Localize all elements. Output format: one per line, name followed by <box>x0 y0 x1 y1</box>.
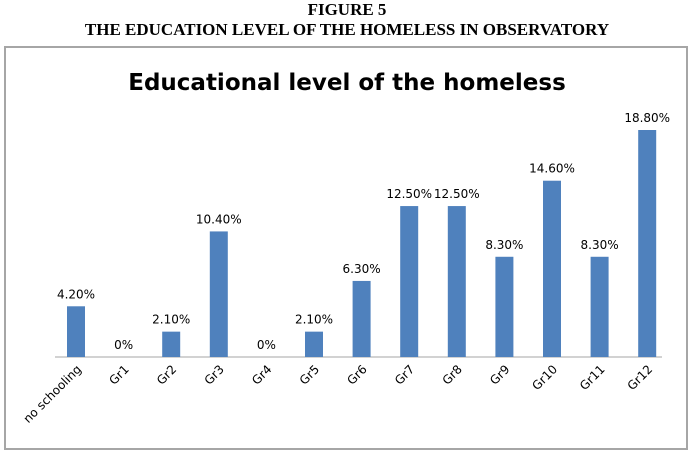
x-tick-label: Gr4 <box>249 362 274 387</box>
data-label: 2.10% <box>295 313 333 327</box>
x-tick-label: Gr9 <box>487 362 512 387</box>
x-tick-label: Gr10 <box>529 362 560 393</box>
x-tick-label: Gr1 <box>106 362 131 387</box>
x-tick-label: Gr6 <box>344 362 369 387</box>
x-tick-label: Gr12 <box>625 362 656 393</box>
data-label: 0% <box>257 338 276 352</box>
x-tick-label: Gr2 <box>154 362 179 387</box>
x-tick-label: Gr7 <box>392 362 417 387</box>
figure-number: FIGURE 5 <box>307 0 387 19</box>
bar <box>67 306 85 357</box>
bar <box>400 206 419 357</box>
data-label: 0% <box>114 338 133 352</box>
x-tick-label: Gr5 <box>297 362 322 387</box>
data-label: 10.40% <box>196 212 242 226</box>
data-label: 4.20% <box>57 287 95 301</box>
data-label: 6.30% <box>343 262 381 276</box>
data-label: 12.50% <box>386 187 432 201</box>
data-label: 14.60% <box>529 162 575 176</box>
figure-caption: THE EDUCATION LEVEL OF THE HOMELESS IN O… <box>84 20 610 39</box>
data-label: 8.30% <box>485 238 523 252</box>
x-tick-label: no schooling <box>21 362 84 425</box>
bar <box>447 206 466 357</box>
bar <box>162 331 181 357</box>
data-label: 2.10% <box>152 313 190 327</box>
bar <box>638 130 657 357</box>
data-label: 12.50% <box>434 187 480 201</box>
data-label: 8.30% <box>581 238 619 252</box>
chart-area <box>4 46 688 450</box>
bar <box>590 256 609 357</box>
bar <box>543 180 561 357</box>
bar <box>495 256 514 357</box>
chart-title: Educational level of the homeless <box>128 70 566 96</box>
x-tick-label: Gr8 <box>440 362 465 387</box>
bar <box>305 331 323 357</box>
bar <box>352 280 371 357</box>
x-tick-label: Gr3 <box>202 362 227 387</box>
x-tick-label: Gr11 <box>577 362 608 393</box>
data-label: 18.80% <box>624 111 670 125</box>
bar <box>209 231 228 357</box>
